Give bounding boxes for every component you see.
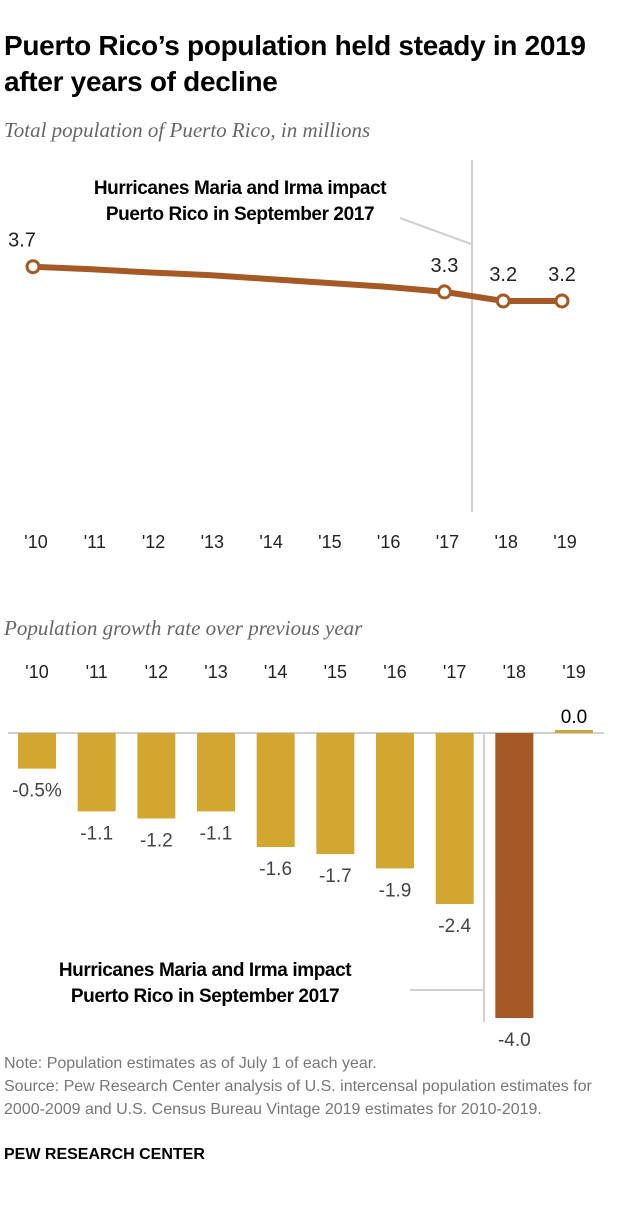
x-tick-label: '16 xyxy=(377,532,400,552)
bar-data-label: -0.5% xyxy=(12,781,62,802)
bar-data-label: -1.9 xyxy=(379,880,412,901)
x-tick-label: '14 xyxy=(264,662,287,682)
x-tick-label: '19 xyxy=(562,662,585,682)
bar-data-label: -1.1 xyxy=(80,823,113,844)
x-tick-label: '11 xyxy=(86,662,108,682)
bar-data-label: -1.6 xyxy=(259,859,292,880)
x-tick-label: '15 xyxy=(324,662,347,682)
chart-title: Puerto Rico’s population held steady in … xyxy=(4,30,586,97)
bar-0 xyxy=(18,733,56,769)
x-tick-label: '14 xyxy=(259,532,282,552)
data-point-7 xyxy=(436,284,452,300)
note-text: Note: Population estimates as of July 1 … xyxy=(4,1055,377,1072)
data-label: 3.2 xyxy=(489,264,517,286)
bar-data-label: -2.4 xyxy=(438,916,471,937)
x-tick-label: '17 xyxy=(436,532,459,552)
source-text: Source: Pew Research Center analysis of … xyxy=(4,1078,592,1118)
data-point-0 xyxy=(25,259,41,275)
x-tick-label: '19 xyxy=(553,532,576,552)
x-tick-label: '10 xyxy=(24,532,47,552)
bar-8 xyxy=(495,733,534,1018)
bar-5 xyxy=(316,733,355,855)
bar-data-label: -4.0 xyxy=(498,1030,531,1051)
x-tick-label: '13 xyxy=(204,662,227,682)
bar-9 xyxy=(555,730,593,733)
data-label: 3.7 xyxy=(8,230,36,252)
line-chart-subtitle: Total population of Puerto Rico, in mill… xyxy=(4,118,371,142)
x-tick-label: '10 xyxy=(25,662,48,682)
line-annotation: Hurricanes Maria and Irma impact Puerto … xyxy=(93,178,387,225)
annotation-leader-line xyxy=(399,217,472,245)
data-point-8 xyxy=(495,293,511,309)
brand-logo-text: PEW RESEARCH CENTER xyxy=(4,1146,205,1163)
bar-2 xyxy=(137,733,176,819)
data-point-9 xyxy=(554,293,570,309)
bar-chart-subtitle: Population growth rate over previous yea… xyxy=(4,616,363,640)
x-tick-label: '16 xyxy=(383,662,406,682)
x-tick-label: '12 xyxy=(142,532,165,552)
x-tick-label: '12 xyxy=(145,662,168,682)
bar-4 xyxy=(256,733,295,847)
x-tick-label: '17 xyxy=(443,662,466,682)
x-tick-label: '18 xyxy=(494,532,517,552)
notes: Note: Population estimates as of July 1 … xyxy=(4,1052,616,1121)
bar-data-label: -1.1 xyxy=(200,823,233,844)
bar-data-label: -1.2 xyxy=(140,831,173,852)
bar-6 xyxy=(376,733,414,869)
data-label: 3.3 xyxy=(431,255,459,277)
data-label: 3.2 xyxy=(548,264,576,286)
bar-7 xyxy=(435,733,474,904)
bar-annotation: Hurricanes Maria and Irma impact Puerto … xyxy=(58,960,352,1007)
population-line xyxy=(32,263,562,304)
x-tick-label: '15 xyxy=(318,532,341,552)
bar-data-label: -1.7 xyxy=(319,866,352,887)
bar-1 xyxy=(77,733,116,812)
bar-data-label: 0.0 xyxy=(561,707,587,728)
bar-3 xyxy=(197,733,235,812)
x-tick-label: '11 xyxy=(84,532,106,552)
x-tick-label: '13 xyxy=(201,532,224,552)
x-tick-label: '18 xyxy=(503,662,526,682)
